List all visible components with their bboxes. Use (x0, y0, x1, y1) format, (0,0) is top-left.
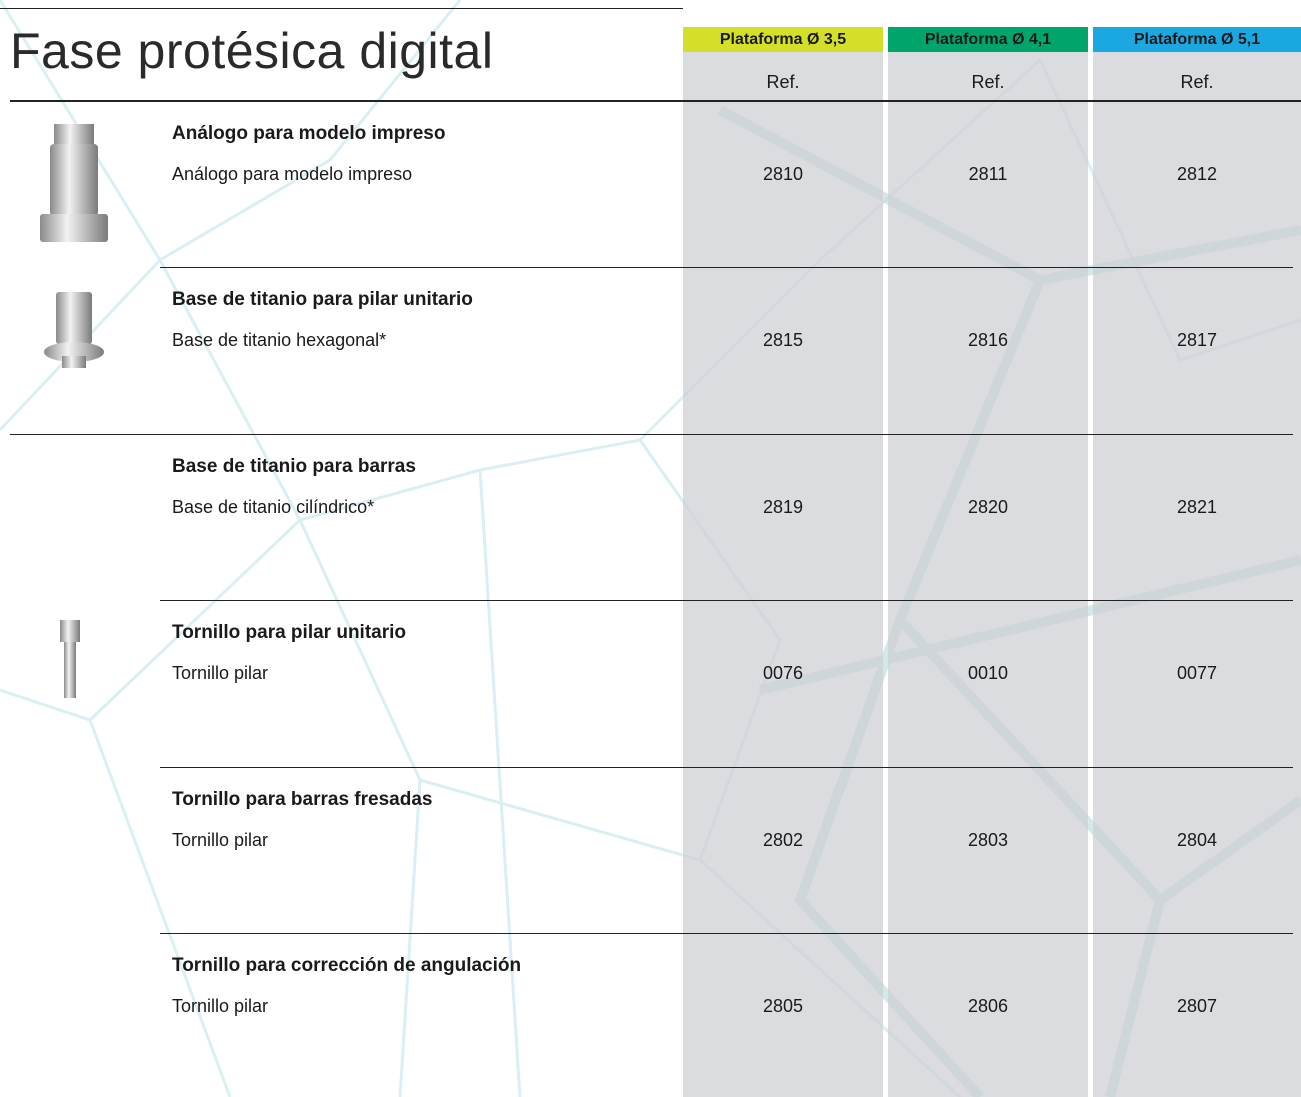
reference-number: 2817 (1176, 330, 1218, 351)
page-title: Fase protésica digital (10, 23, 494, 79)
row-description: Tornillo pilar (172, 996, 269, 1016)
reference-number: 2805 (762, 996, 804, 1016)
column-subheader: Ref. (1180, 72, 1214, 92)
column-subheader: Ref. (971, 72, 1005, 92)
product-image (40, 124, 108, 242)
row-description: Tornillo pilar (172, 663, 269, 684)
reference-number: 2816 (967, 330, 1009, 351)
row-title: Base de titanio para barras (172, 455, 416, 477)
reference-number: 0077 (1176, 663, 1218, 684)
column-bg (683, 52, 883, 1097)
reference-number: 2804 (1176, 829, 1218, 850)
row-description: Base de titanio hexagonal* (172, 330, 387, 351)
row-description: Base de titanio cilíndrico* (172, 496, 375, 517)
row-title: Tornillo para barras fresadas (172, 788, 433, 810)
product-image (44, 292, 104, 368)
column-bg (888, 52, 1088, 1097)
reference-number: 0076 (762, 663, 804, 684)
row-rule (160, 267, 1293, 268)
reference-number: 2802 (762, 829, 804, 850)
column-header: Plataforma Ø 3,5 (683, 27, 883, 52)
row-rule (160, 600, 1293, 601)
reference-number: 2810 (762, 164, 804, 184)
row-title: Tornillo para corrección de angulación (172, 955, 522, 976)
row-rule (10, 434, 1293, 435)
reference-number: 0010 (967, 663, 1009, 684)
row-rule (160, 933, 1293, 934)
reference-number: 2820 (967, 496, 1009, 517)
row-title: Análogo para modelo impreso (172, 123, 446, 144)
reference-number: 2806 (967, 996, 1009, 1016)
reference-number: 2821 (1176, 496, 1218, 517)
reference-number: 2811 (968, 164, 1008, 184)
row-title: Base de titanio para pilar unitario (172, 289, 473, 311)
column-bg (1093, 52, 1301, 1097)
reference-number: 2819 (762, 496, 804, 517)
row-description: Tornillo pilar (172, 829, 269, 850)
reference-number: 2812 (1176, 164, 1218, 184)
column-subheader: Ref. (766, 72, 800, 92)
reference-number: 2815 (762, 330, 804, 351)
header-rule (10, 100, 1301, 102)
row-rule (160, 767, 1293, 768)
row-title: Tornillo para pilar unitario (172, 622, 407, 644)
row-description: Análogo para modelo impreso (172, 164, 413, 184)
reference-number: 2803 (967, 829, 1009, 850)
top-rule (0, 8, 683, 9)
reference-number: 2807 (1176, 996, 1218, 1016)
column-header: Plataforma Ø 4,1 (888, 27, 1088, 52)
column-header: Plataforma Ø 5,1 (1093, 27, 1301, 52)
product-image (60, 620, 80, 698)
